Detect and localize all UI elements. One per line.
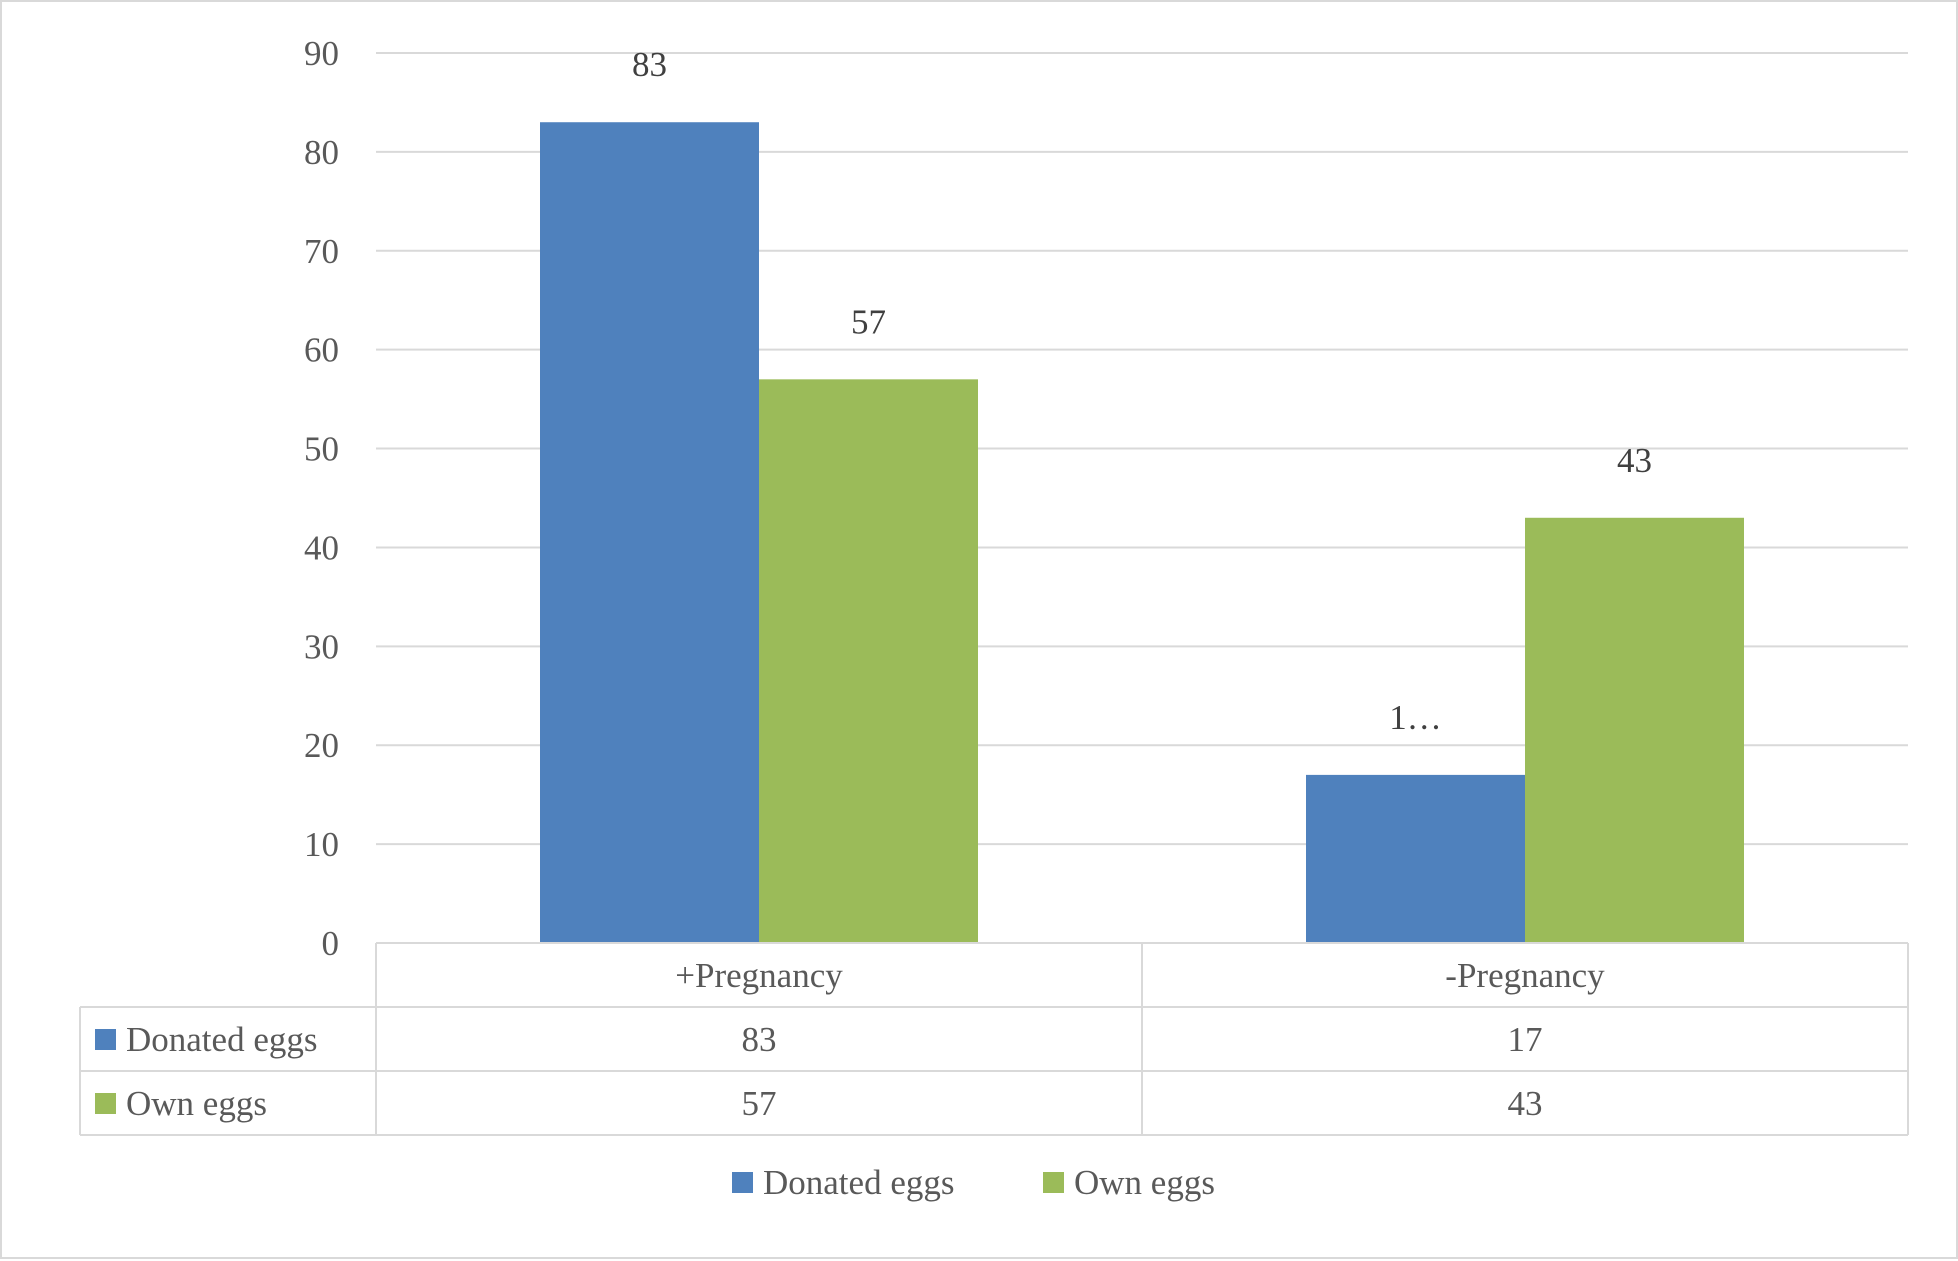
x-category-label: -Pregnancy (1445, 956, 1605, 995)
data-label: 57 (851, 302, 886, 341)
table-series-name: Donated eggs (126, 1020, 317, 1059)
x-category-label: +Pregnancy (675, 956, 843, 995)
table-cell: 43 (1508, 1084, 1543, 1123)
y-tick-label: 50 (304, 430, 339, 469)
table-cell: 57 (742, 1084, 777, 1123)
legend-label: Own eggs (1074, 1163, 1215, 1202)
data-label: 43 (1617, 441, 1652, 480)
legend-swatch (1043, 1172, 1064, 1193)
table-cell: 17 (1508, 1020, 1543, 1059)
table-cell: 83 (742, 1020, 777, 1059)
y-tick-label: 20 (304, 726, 339, 765)
legend-swatch (732, 1172, 753, 1193)
bar (759, 379, 978, 943)
legend-label: Donated eggs (763, 1163, 954, 1202)
data-label: 1… (1389, 698, 1442, 737)
y-tick-label: 60 (304, 331, 339, 370)
y-tick-label: 70 (304, 232, 339, 271)
bar (1306, 774, 1525, 943)
y-tick-label: 90 (304, 34, 339, 73)
data-label: 83 (632, 45, 667, 84)
table-legend-key (95, 1029, 116, 1050)
y-tick-label: 0 (322, 924, 340, 963)
y-tick-label: 10 (304, 825, 339, 864)
y-tick-label: 30 (304, 627, 339, 666)
bar (1525, 517, 1744, 943)
table-series-name: Own eggs (126, 1084, 267, 1123)
bar (540, 122, 759, 943)
y-tick-label: 40 (304, 528, 339, 567)
y-tick-label: 80 (304, 133, 339, 172)
table-legend-key (95, 1093, 116, 1114)
